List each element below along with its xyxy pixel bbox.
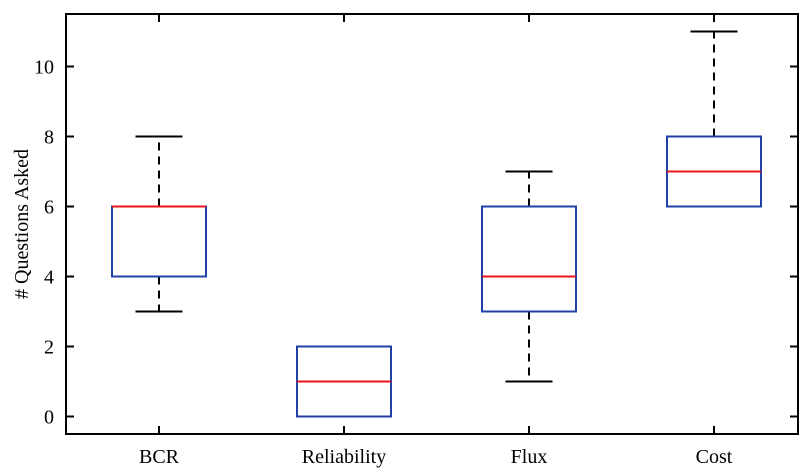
boxes-group [111, 30, 762, 418]
box-bcr [111, 135, 207, 313]
y-tick-label: 10 [34, 57, 54, 79]
box-reliability [296, 345, 392, 418]
y-axis-label: # Questions Asked [11, 149, 33, 299]
y-axis: 0 2 4 6 8 10 [34, 57, 798, 429]
box-cost [666, 30, 762, 208]
plot-frame [65, 13, 799, 435]
x-tick-label: Cost [696, 446, 733, 468]
y-tick-label: 0 [44, 407, 54, 429]
y-tick-label: 6 [44, 197, 54, 219]
x-axis: BCR Reliability Flux Cost [139, 14, 733, 468]
y-tick-label: 2 [44, 337, 54, 359]
y-tick-label: 8 [44, 127, 54, 149]
x-tick-label: BCR [139, 446, 180, 468]
y-tick-label: 4 [44, 267, 54, 289]
box-flux [481, 170, 577, 383]
x-tick-label: Flux [511, 446, 548, 468]
x-tick-label: Reliability [302, 446, 386, 468]
box-iqr [481, 205, 577, 313]
box-iqr [111, 205, 207, 278]
